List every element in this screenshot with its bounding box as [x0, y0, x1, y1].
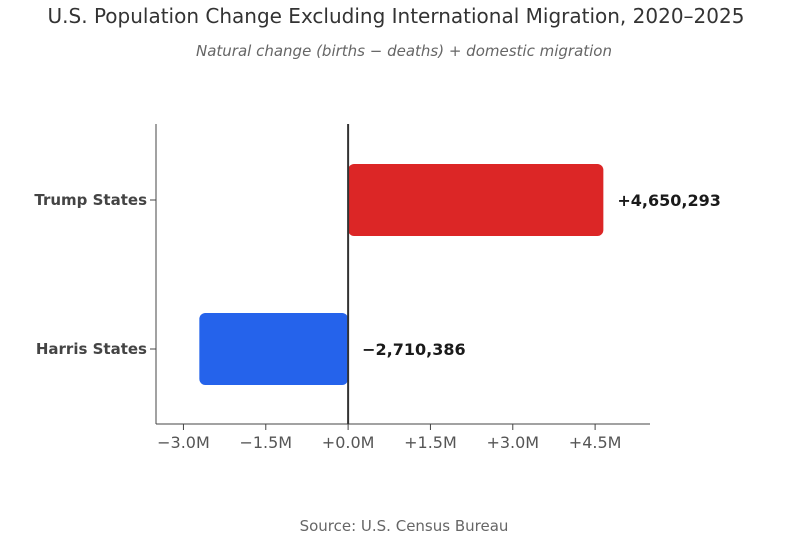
chart-source: Source: U.S. Census Bureau	[299, 517, 509, 535]
chart-title: U.S. Population Change Excluding Interna…	[47, 4, 745, 28]
category-label: Trump States	[34, 191, 147, 209]
bar	[348, 164, 604, 236]
category-label: Harris States	[36, 340, 147, 358]
bar	[199, 313, 349, 385]
data-label: +4,650,293	[617, 191, 721, 210]
x-tick-label: −1.5M	[239, 433, 292, 452]
data-label: −2,710,386	[362, 340, 466, 359]
x-tick-label: +3.0M	[486, 433, 539, 452]
x-tick-label: +4.5M	[569, 433, 622, 452]
chart-subtitle: Natural change (births − deaths) + domes…	[196, 42, 612, 60]
x-tick-label: −3.0M	[157, 433, 210, 452]
x-tick-label: +0.0M	[322, 433, 375, 452]
x-tick-label: +1.5M	[404, 433, 457, 452]
